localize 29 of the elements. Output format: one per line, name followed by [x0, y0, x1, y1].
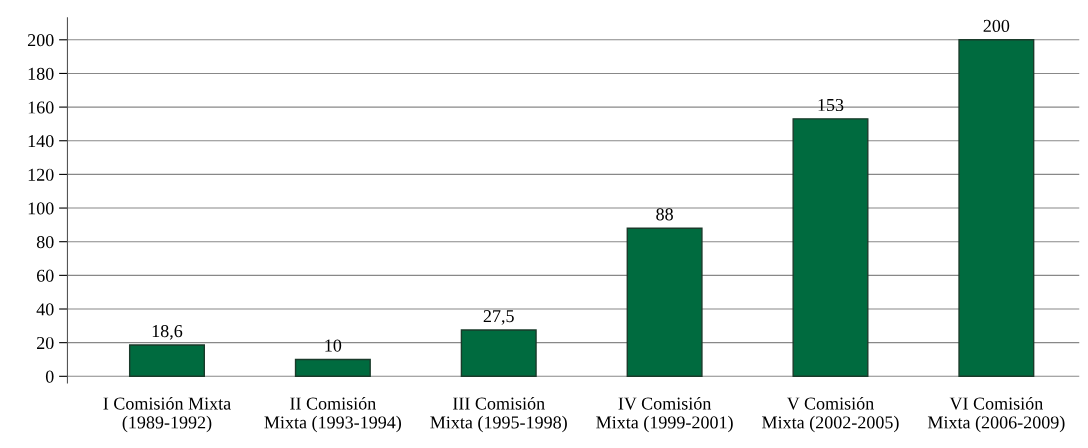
data-label: 153 [818, 98, 844, 112]
bar [958, 39, 1035, 378]
y-tick-label: 0 [45, 370, 54, 383]
bar [128, 344, 205, 378]
data-label: 88 [656, 208, 673, 221]
y-tick-label: 120 [28, 168, 54, 181]
y-tick-label: 180 [28, 67, 54, 80]
data-label: 200 [983, 19, 1010, 32]
y-tick-label: 20 [37, 336, 54, 350]
y-tick-label: 140 [28, 135, 54, 148]
y-tick-label: 80 [36, 235, 54, 249]
bar [460, 329, 537, 378]
x-tick-label: IV Comisión Mixta (1999-2001) [596, 396, 733, 433]
x-tick-label: II Comisión Mixta (1993-1994) [264, 396, 402, 433]
y-tick-label: 100 [28, 202, 54, 215]
x-tick-label: V Comisión Mixta (2002-2005) [762, 396, 899, 433]
x-tick-label: I Comisión Mixta (1989-1992) [103, 396, 231, 433]
y-tick-label: 60 [36, 269, 54, 282]
data-label: 27,5 [483, 310, 514, 325]
bar [294, 358, 371, 378]
bar [792, 118, 869, 378]
x-tick-label: VI Comisión Mixta (2006-2009) [927, 396, 1065, 433]
x-tick-label: III Comisión Mixta (1995-1998) [430, 396, 567, 433]
y-tick-label: 160 [28, 101, 54, 114]
bar [626, 227, 703, 378]
y-tick-label: 40 [36, 303, 54, 316]
data-label: 18,6 [152, 324, 183, 340]
y-tick-label: 200 [27, 34, 54, 47]
data-label: 10 [325, 339, 342, 352]
